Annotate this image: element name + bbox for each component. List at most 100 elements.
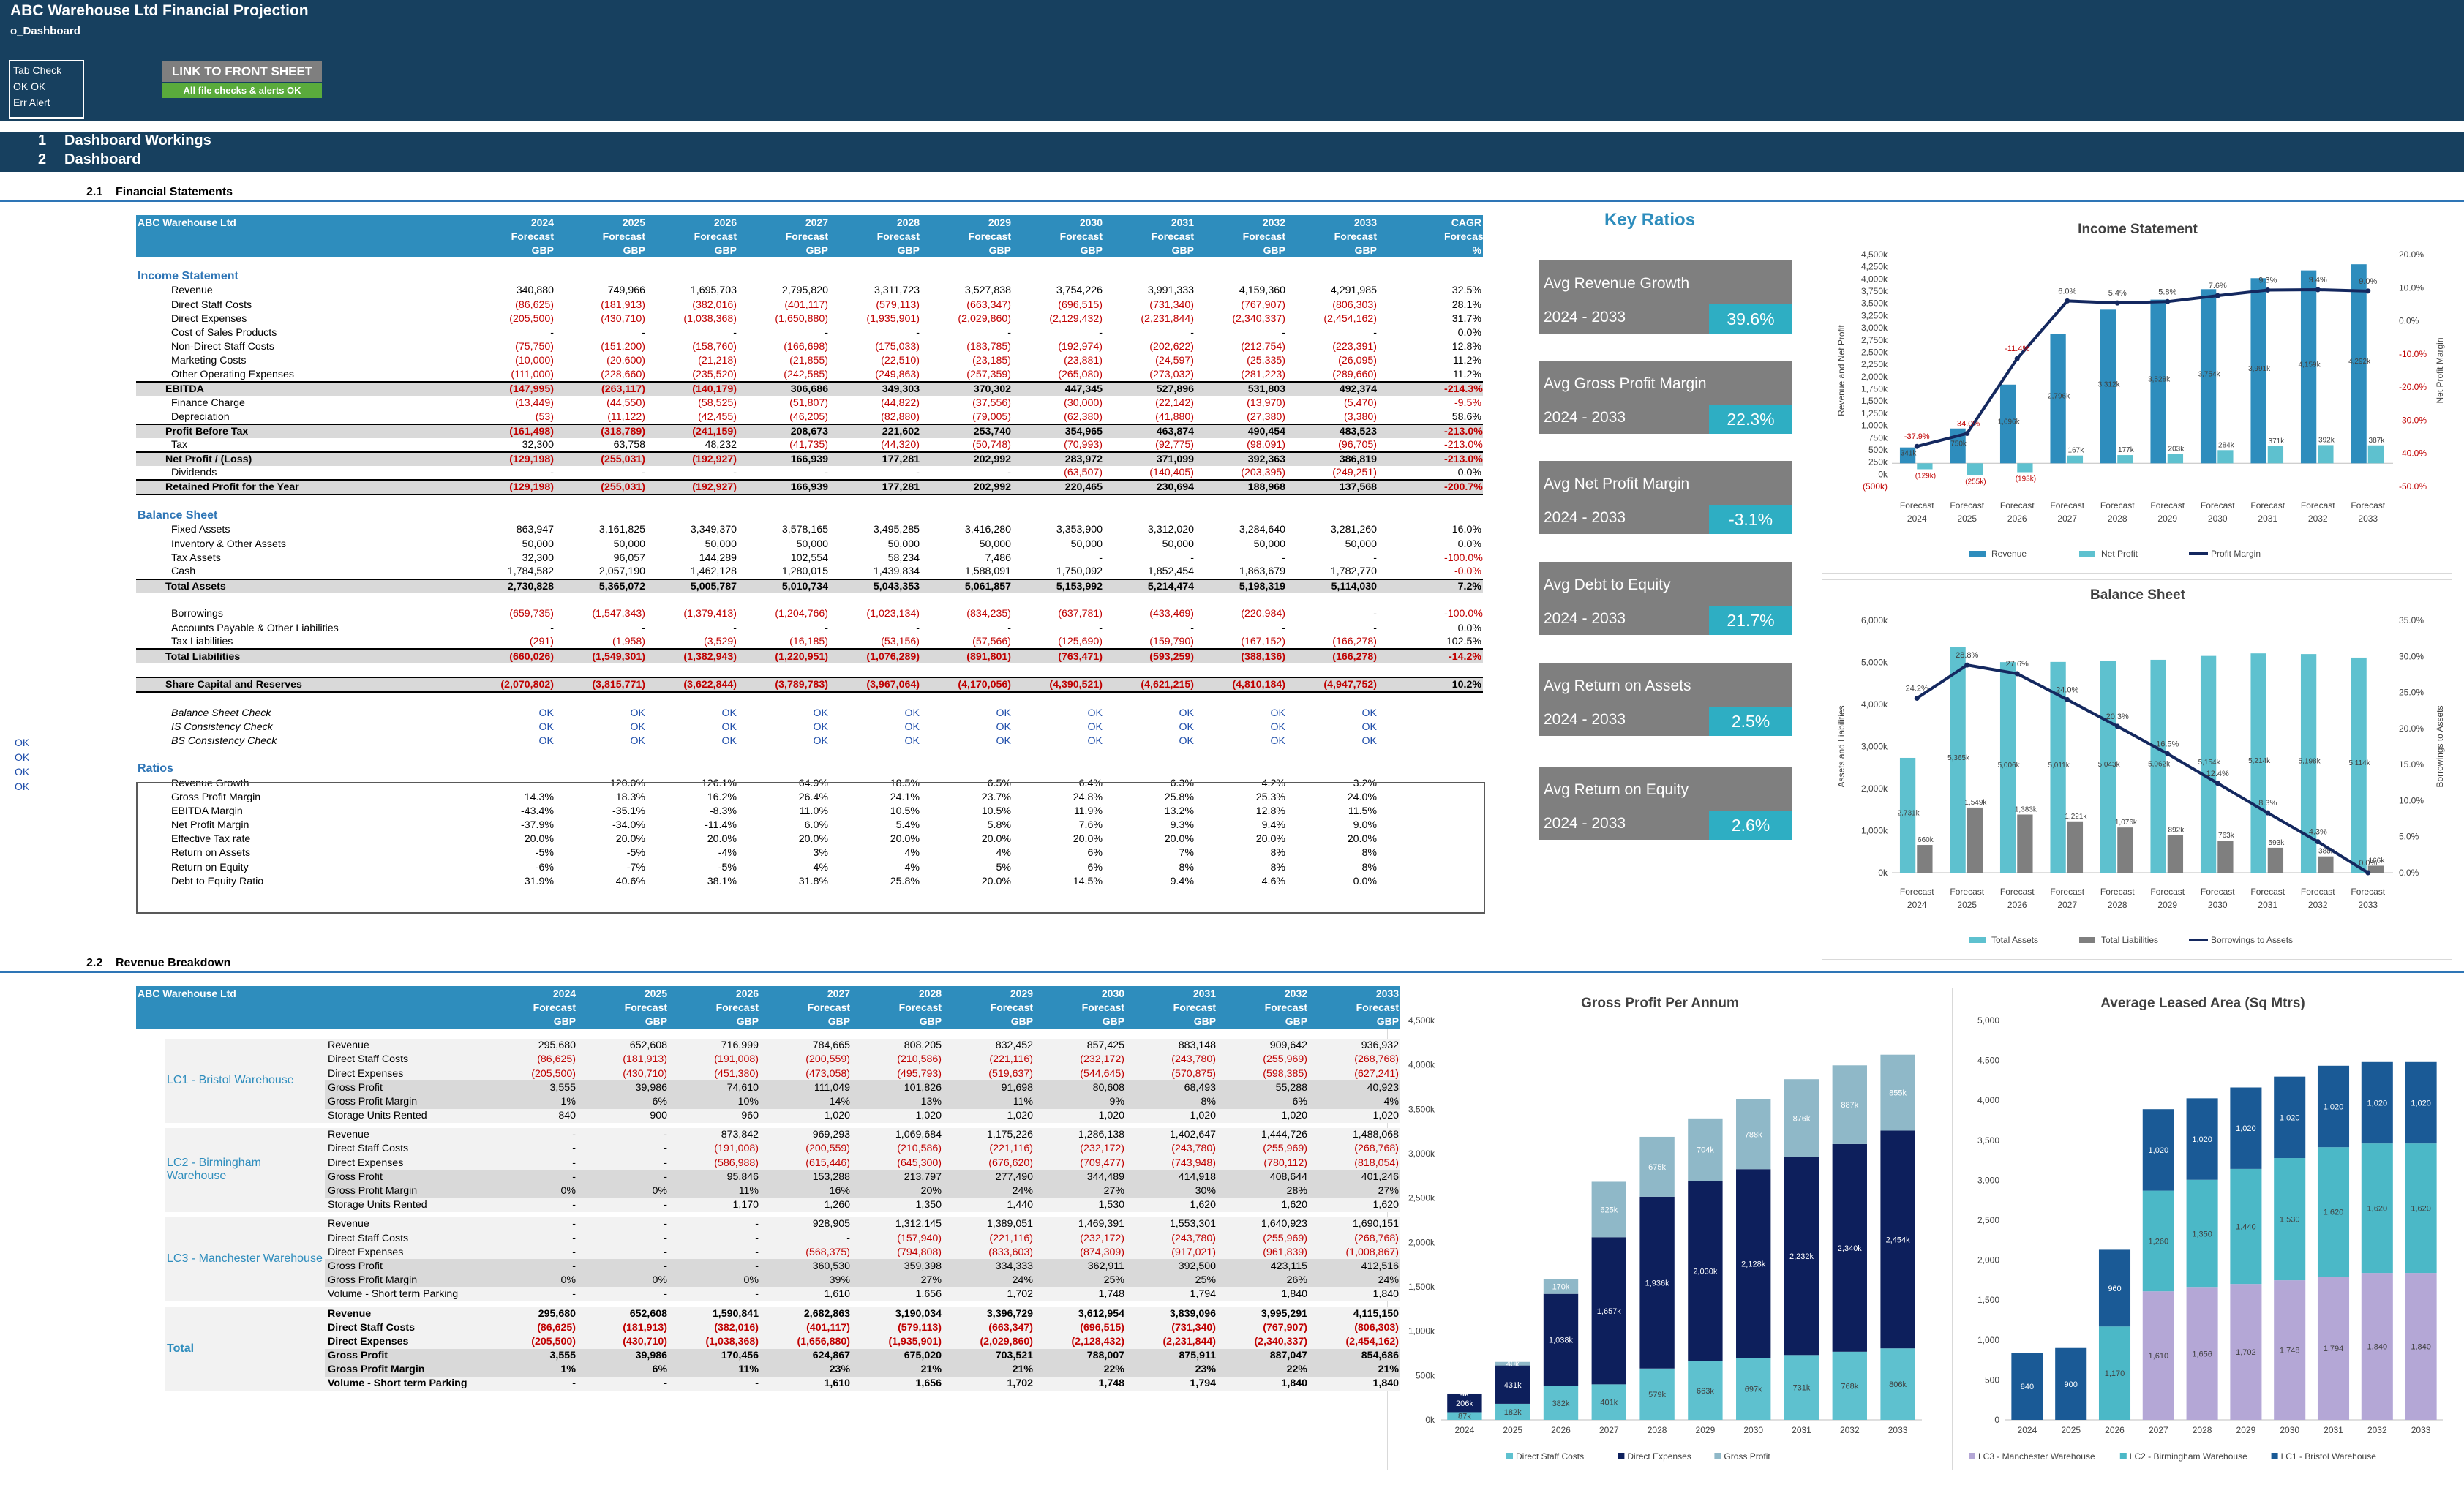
cell-value[interactable]: 392,500 [1126,1259,1218,1274]
cell-value[interactable]: 8% [1361,861,1377,873]
cell-value[interactable]: (157,940) [852,1231,944,1246]
cell-value[interactable]: 24% [943,1184,1035,1198]
cell-value[interactable]: (806,303) [1309,1320,1401,1335]
cagr-value[interactable]: 31.7% [1451,312,1481,325]
cell-value[interactable]: 652,608 [577,1306,669,1321]
cell-value[interactable]: OK [1270,721,1286,733]
cell-value[interactable]: 5.8% [987,819,1011,832]
cell-value[interactable]: 31.9% [524,875,554,887]
cell-value[interactable]: (586,988) [669,1156,761,1170]
cell-value[interactable]: 5,114,030 [1287,578,1378,593]
cell-value[interactable]: (579,113) [852,1320,944,1335]
cell-value[interactable]: 23% [760,1362,852,1377]
cell-value[interactable]: 527,896 [1104,381,1195,396]
cell-value[interactable]: 177,281 [830,451,921,467]
cell-value[interactable]: (2,070,802) [464,676,555,693]
cell-value[interactable]: (235,520) [692,368,737,380]
cell-value[interactable]: (401,117) [760,1320,852,1335]
cell-value[interactable]: (58,525) [698,396,737,409]
cell-value[interactable]: 3,349,370 [690,524,737,536]
cell-value[interactable]: (221,116) [943,1141,1035,1157]
cagr-value[interactable]: -213.0% [1443,451,1483,467]
cell-value[interactable]: - [486,1127,578,1142]
cell-value[interactable]: 531,803 [1195,381,1287,396]
cell-value[interactable]: 1,702 [943,1287,1035,1301]
cell-value[interactable]: 1,863,679 [1239,565,1285,578]
cell-value[interactable]: 928,905 [760,1217,852,1231]
cell-value[interactable]: 230,694 [1104,479,1195,496]
cell-value[interactable]: 4% [904,847,920,860]
cell-value[interactable]: OK [1270,707,1286,719]
cell-value[interactable]: (243,780) [1126,1052,1218,1067]
cell-value[interactable]: (4,390,521) [1013,676,1104,693]
cell-value[interactable]: - [669,1376,761,1391]
cell-value[interactable]: (175,033) [875,341,920,353]
cell-value[interactable]: (183,785) [966,341,1011,353]
cell-value[interactable]: 10.5% [981,805,1011,817]
cell-value[interactable]: 5,005,787 [647,578,738,593]
cell-value[interactable]: 6% [577,1094,669,1109]
cell-value[interactable]: 863,947 [516,524,554,536]
cell-value[interactable]: 832,452 [943,1038,1035,1053]
section-2[interactable]: 2 Dashboard [38,151,141,168]
cagr-value[interactable]: -100.0% [1444,608,1483,620]
cell-value[interactable]: 202,992 [921,451,1013,467]
cell-value[interactable]: (388,136) [1195,648,1287,663]
cagr-value[interactable] [1443,734,1483,748]
cell-value[interactable]: OK [813,734,829,747]
cell-value[interactable]: 3,353,900 [1056,524,1103,536]
cell-value[interactable]: 20.0% [1347,833,1377,846]
cell-value[interactable]: (767,907) [1217,1320,1310,1335]
cell-value[interactable]: (232,172) [1034,1052,1127,1067]
cell-value[interactable]: (86,625) [515,298,554,311]
cell-value[interactable]: 20.0% [981,833,1011,846]
cell-value[interactable]: OK [721,707,737,719]
cell-value[interactable]: 21% [943,1362,1035,1377]
cell-value[interactable]: 91,698 [943,1080,1035,1095]
cell-value[interactable]: (1,549,301) [555,648,647,663]
cell-value[interactable]: (4,947,752) [1287,676,1378,693]
cell-value[interactable]: 32,300 [522,438,554,451]
cell-value[interactable]: 854,686 [1309,1348,1401,1363]
cagr-value[interactable]: -200.7% [1443,479,1483,496]
cell-value[interactable]: 25.8% [1164,791,1194,803]
cell-value[interactable]: 24% [943,1273,1035,1287]
cell-value[interactable]: - [1282,622,1285,634]
cell-value[interactable]: (451,380) [669,1066,761,1081]
cell-value[interactable]: 1,175,226 [943,1127,1035,1142]
cell-value[interactable]: (473,058) [760,1066,852,1081]
cell-value[interactable]: 25.3% [1255,791,1285,803]
cell-value[interactable]: (1,379,413) [683,608,737,620]
cell-value[interactable]: (430,710) [601,312,645,325]
cell-value[interactable]: 24% [1309,1273,1401,1287]
cell-value[interactable]: 0% [577,1273,669,1287]
cell-value[interactable]: (430,710) [577,1066,669,1081]
cagr-value[interactable]: -214.3% [1443,381,1483,396]
cell-value[interactable]: 16.2% [707,791,737,803]
cell-value[interactable]: -5% [626,847,645,860]
cell-value[interactable]: 26.4% [798,791,828,803]
cell-value[interactable]: (129,198) [464,479,555,496]
cell-value[interactable]: (570,875) [1126,1066,1218,1081]
cell-value[interactable]: - [760,1231,852,1246]
cell-value[interactable]: 3,612,954 [1034,1306,1127,1321]
cell-value[interactable]: (273,032) [1149,368,1194,380]
cell-value[interactable]: 16% [760,1184,852,1198]
cell-value[interactable]: (709,477) [1034,1156,1127,1170]
cell-value[interactable]: 2,730,828 [464,578,555,593]
cell-value[interactable]: (53) [535,410,554,423]
cell-value[interactable]: 20.0% [707,833,737,846]
cell-value[interactable]: (3,380) [1344,410,1377,423]
cell-value[interactable]: 1,690,151 [1309,1217,1401,1231]
cell-value[interactable]: (257,359) [966,368,1011,380]
cell-value[interactable]: - [577,1156,669,1170]
cell-value[interactable]: 283,972 [1013,451,1104,467]
cell-value[interactable]: (2,231,844) [1126,1334,1218,1349]
cell-value[interactable]: (1,038,368) [669,1334,761,1349]
cell-value[interactable]: 1,312,145 [852,1217,944,1231]
cell-value[interactable]: (2,029,860) [958,312,1011,325]
cell-value[interactable]: (780,112) [1217,1156,1310,1170]
cell-value[interactable]: 1,620 [1309,1198,1401,1212]
cell-value[interactable]: OK [813,707,829,719]
cell-value[interactable]: 4,159,360 [1239,285,1285,297]
